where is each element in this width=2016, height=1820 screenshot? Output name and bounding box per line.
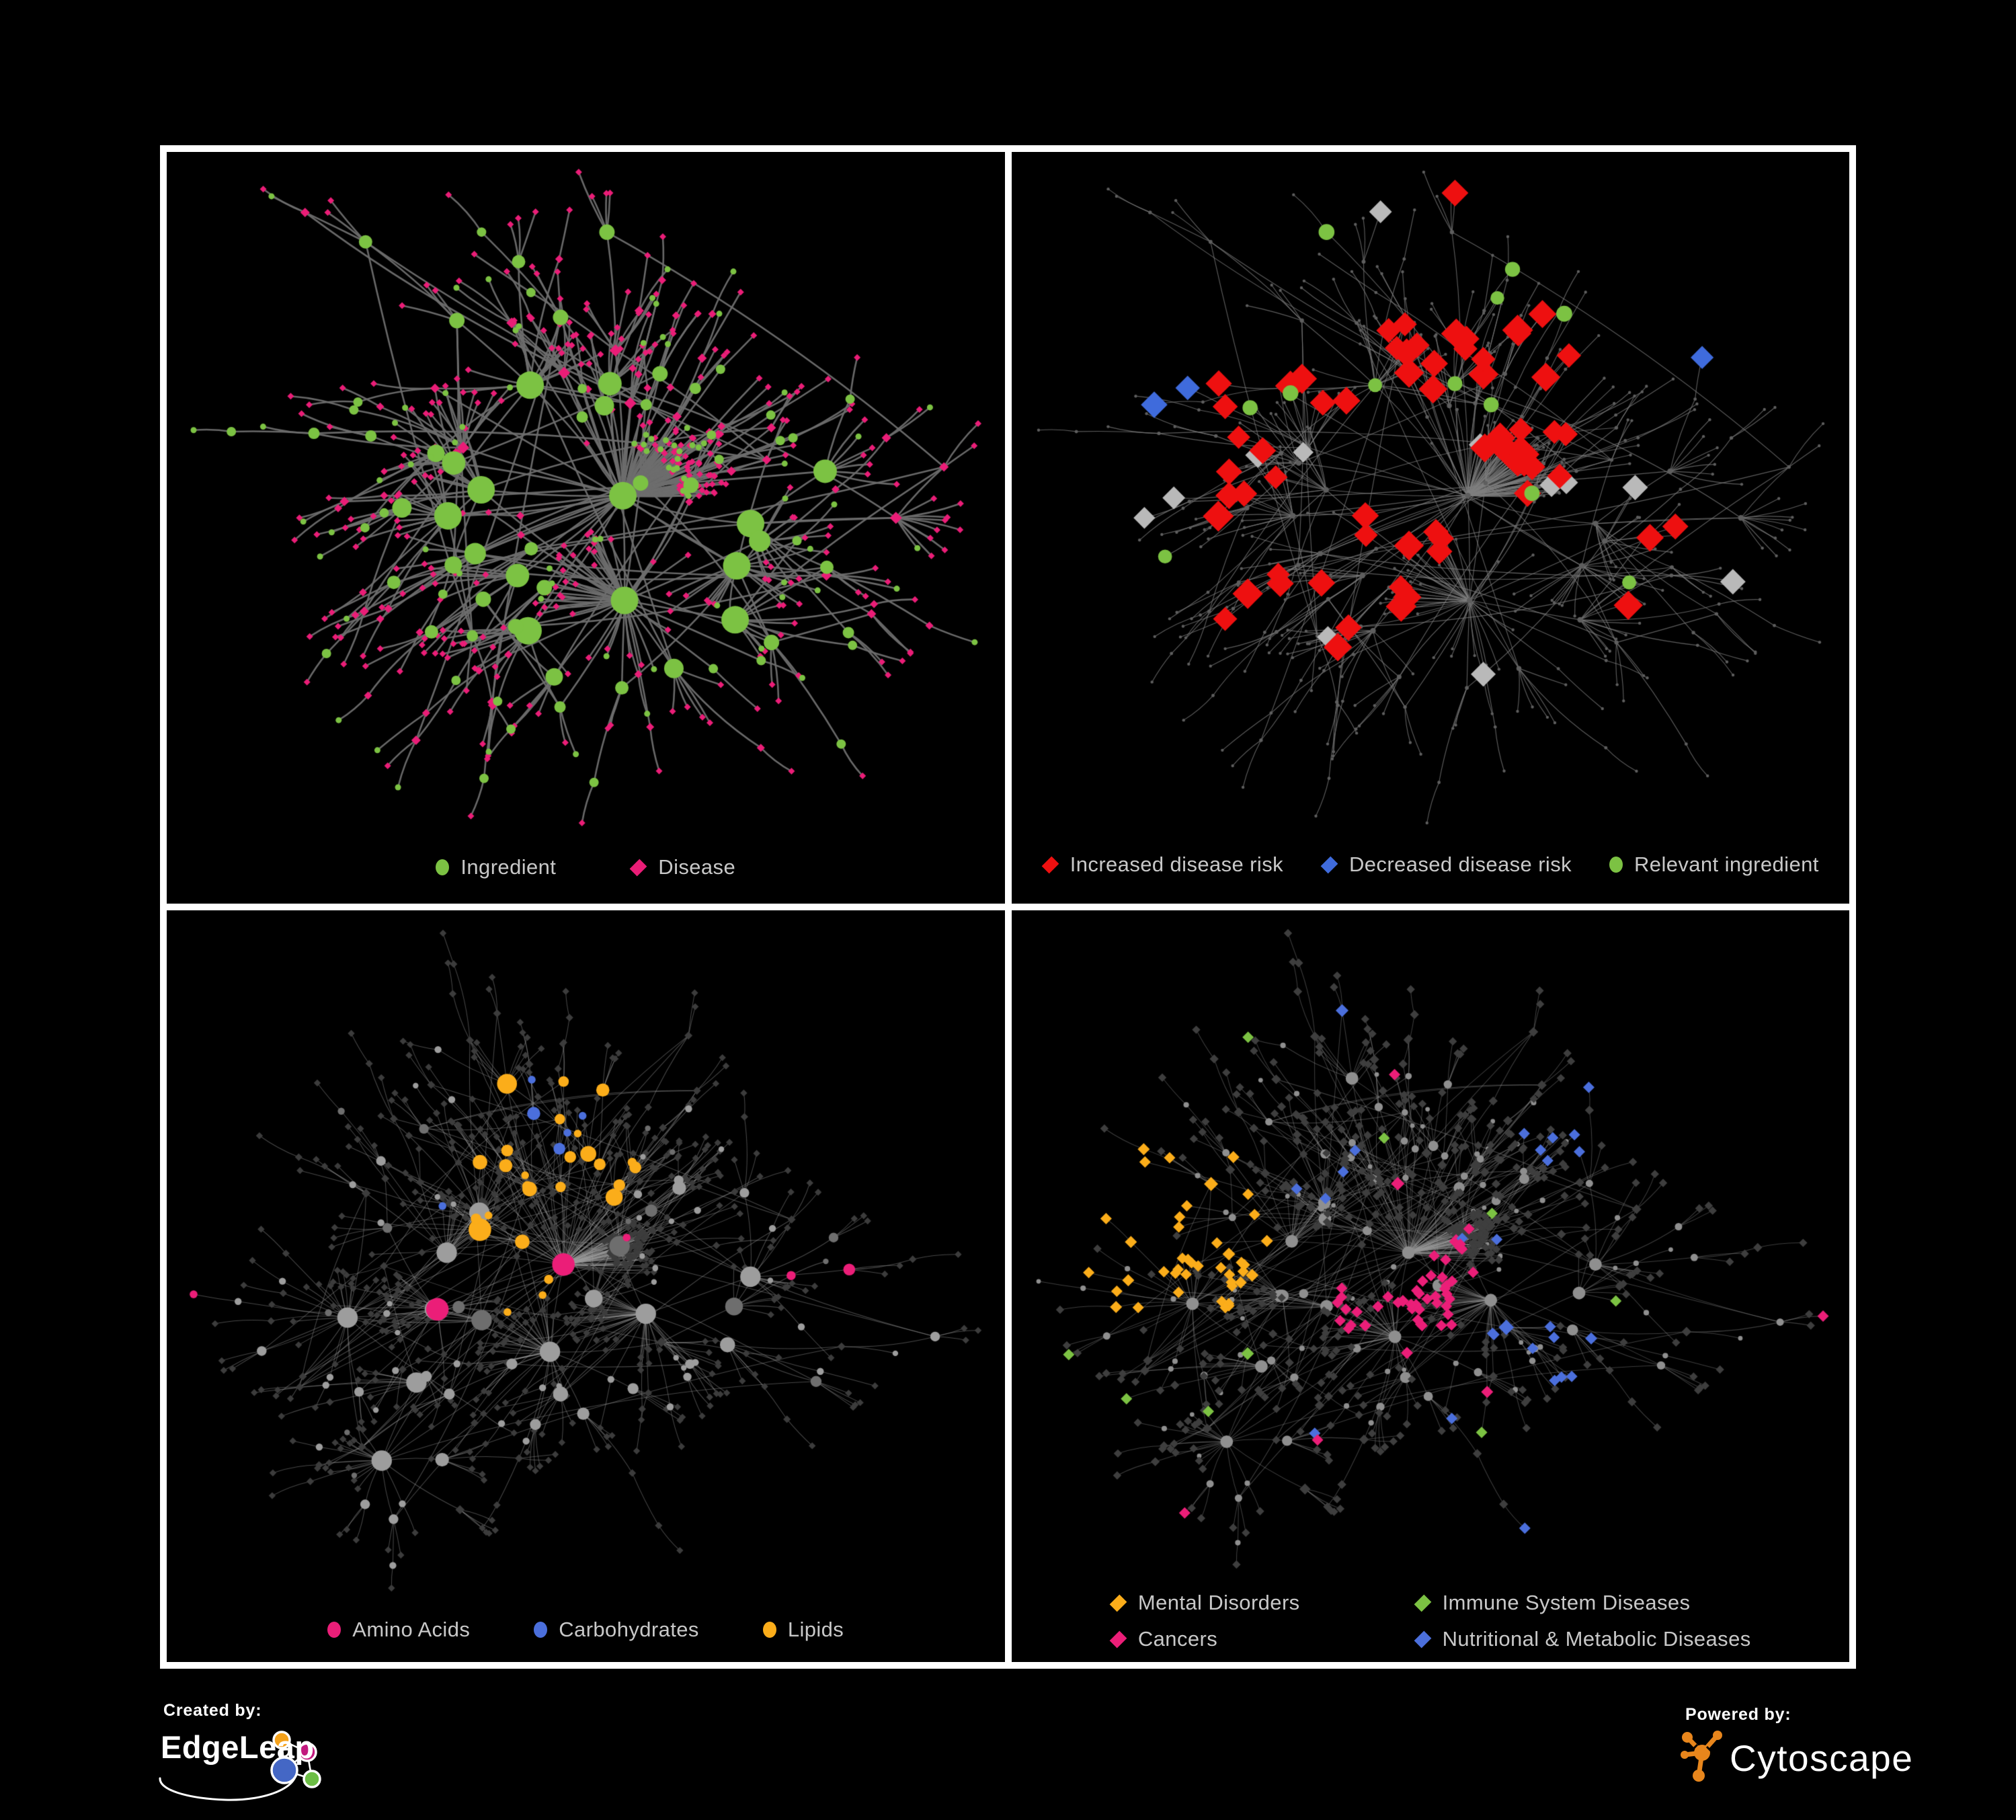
- legend-label: Decreased disease risk: [1349, 853, 1572, 876]
- legend-item: Cancers: [1109, 1627, 1300, 1651]
- legend-item: Mental Disorders: [1109, 1591, 1300, 1615]
- legend-item: Lipids: [762, 1618, 844, 1642]
- legend: Amino Acids Carbohydrates Lipids: [167, 1618, 1005, 1642]
- circle-swatch: [436, 859, 450, 875]
- legend-item: Disease: [629, 855, 736, 879]
- legend-label: Relevant ingredient: [1634, 853, 1819, 876]
- legend-label: Disease: [658, 855, 736, 879]
- diamond-swatch: [1414, 1594, 1431, 1612]
- edgeleap-logo-icon: [159, 1731, 321, 1801]
- cytoscape-logo-text: Cytoscape: [1730, 1737, 1914, 1779]
- legend-label: Ingredient: [460, 855, 557, 879]
- legend-item: Decreased disease risk: [1320, 853, 1572, 877]
- legend-label: Nutritional & Metabolic Diseases: [1442, 1627, 1751, 1651]
- diamond-swatch: [1109, 1630, 1127, 1648]
- panel-ingredient-disease-network: Ingredient Disease: [167, 152, 1005, 904]
- network-canvas: [167, 910, 1005, 1662]
- circle-swatch: [534, 1622, 548, 1638]
- diamond-swatch: [629, 859, 647, 876]
- panel-disease-risk-network: Increased disease risk Decreased disease …: [1011, 152, 1850, 904]
- legend-label: Amino Acids: [352, 1618, 471, 1641]
- diamond-swatch: [1041, 856, 1059, 873]
- legend-item: Increased disease risk: [1041, 853, 1283, 877]
- figure-grid: Ingredient Disease Increased disease risk…: [160, 145, 1856, 1669]
- edgeleap-logo-text: EdgeLeap: [161, 1729, 315, 1765]
- created-by-label: Created by:: [163, 1701, 262, 1720]
- legend-item: Ingredient: [436, 855, 556, 879]
- legend-label: Carbohydrates: [559, 1618, 699, 1641]
- cytoscape-logo: Cytoscape: [1679, 1727, 1988, 1788]
- panel-disease-class-network: Mental Disorders Immune System Diseases Ca…: [1011, 910, 1850, 1662]
- network-canvas: [167, 152, 1005, 904]
- legend-label: Immune System Diseases: [1442, 1591, 1691, 1614]
- panel-macronutrient-network: Amino Acids Carbohydrates Lipids: [167, 910, 1005, 1662]
- legend-label: Cancers: [1137, 1627, 1218, 1651]
- powered-by-label: Powered by:: [1685, 1705, 1791, 1724]
- edgeleap-credit: Created by: EdgeLeap: [157, 1698, 439, 1806]
- legend-label: Lipids: [787, 1618, 844, 1641]
- diamond-swatch: [1414, 1630, 1431, 1648]
- legend: Mental Disorders Immune System Diseases Ca…: [1012, 1591, 1850, 1651]
- legend-label: Increased disease risk: [1070, 853, 1283, 876]
- legend-item: Carbohydrates: [534, 1618, 699, 1642]
- legend-item: Amino Acids: [327, 1618, 470, 1642]
- diamond-swatch: [1109, 1594, 1127, 1612]
- legend-item: Relevant ingredient: [1609, 853, 1819, 877]
- legend: Ingredient Disease: [167, 855, 1005, 879]
- network-canvas: [1011, 152, 1849, 904]
- cytoscape-credit: Powered by: Cytoscape: [1679, 1702, 1988, 1796]
- legend-label: Mental Disorders: [1137, 1591, 1300, 1614]
- circle-swatch: [327, 1622, 341, 1638]
- legend-item: Immune System Diseases: [1414, 1591, 1751, 1615]
- legend-item: Nutritional & Metabolic Diseases: [1414, 1627, 1751, 1651]
- cytoscape-logo-icon: [1681, 1731, 1722, 1782]
- edgeleap-logo: EdgeLeap: [157, 1723, 439, 1801]
- diamond-swatch: [1320, 856, 1338, 873]
- circle-swatch: [1609, 857, 1623, 873]
- circle-swatch: [762, 1622, 776, 1638]
- network-canvas: [1011, 910, 1849, 1662]
- legend: Increased disease risk Decreased disease …: [1012, 853, 1850, 877]
